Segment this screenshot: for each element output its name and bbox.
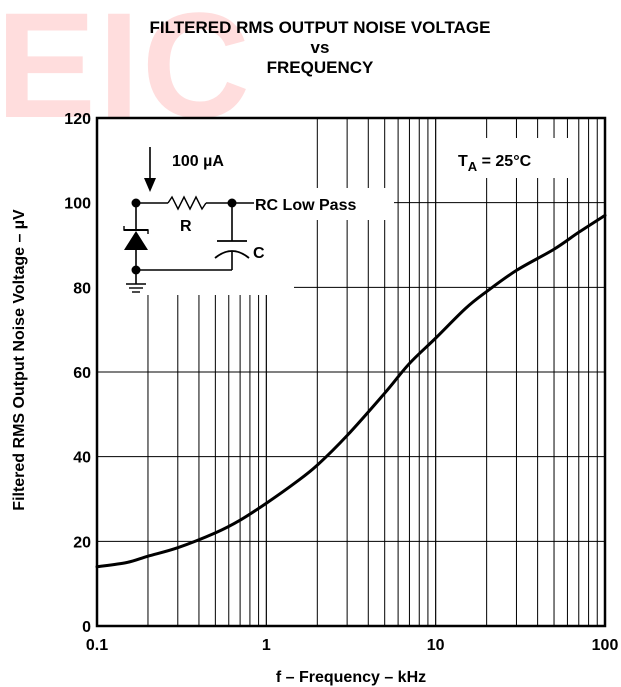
current-arrow-head	[144, 178, 156, 192]
x-tick-label: 100	[592, 637, 619, 654]
temperature-label: TA = 25°C	[458, 153, 532, 174]
diode-bar-hooks	[123, 226, 149, 234]
series	[95, 213, 607, 569]
x-tick-label: 10	[427, 637, 445, 654]
y-axis-label: Filtered RMS Output Noise Voltage – µV	[11, 209, 28, 511]
temperature-label-bg	[452, 138, 572, 178]
diode-triangle	[124, 231, 148, 250]
plot-frame	[95, 116, 607, 628]
chart-title-line-3: FREQUENCY	[266, 58, 374, 77]
noise-curve	[95, 213, 607, 569]
y-tick-label: 80	[73, 280, 91, 297]
x-axis-label: f – Frequency – kHz	[276, 669, 426, 686]
y-tick-label: 120	[64, 111, 91, 128]
resistor-label: R	[180, 218, 192, 235]
inset-bg-top	[98, 119, 278, 177]
chart-title-line-1: FILTERED RMS OUTPUT NOISE VOLTAGE	[149, 18, 491, 37]
y-tick-label: 40	[73, 450, 91, 467]
current-label: 100 µA	[172, 153, 224, 170]
filter-label-bg	[248, 188, 394, 220]
y-tick-label: 0	[82, 619, 91, 636]
chart-title-line-2: vs	[310, 38, 330, 57]
chart-title: FILTERED RMS OUTPUT NOISE VOLTAGE vs FRE…	[80, 18, 560, 78]
resistor-symbol	[167, 195, 207, 211]
circuit-inset: 100 µA R C RC Low Pass TA = 25°C	[98, 119, 572, 295]
x-tick-label: 1	[262, 637, 271, 654]
watermark: EIC	[0, 0, 253, 149]
y-tick-label: 100	[64, 196, 91, 213]
tick-labels: 0 20 40 60 80 100 120 0.1 1 10 100	[64, 111, 618, 654]
y-tick-label: 20	[73, 534, 91, 551]
plot-border	[95, 116, 607, 628]
y-tick-label: 60	[73, 365, 91, 382]
x-tick-label: 0.1	[86, 637, 108, 654]
capacitor-label: C	[253, 245, 265, 262]
axis-labels: f – Frequency – kHz Filtered RMS Output N…	[11, 209, 426, 686]
filter-label: RC Low Pass	[255, 197, 356, 214]
